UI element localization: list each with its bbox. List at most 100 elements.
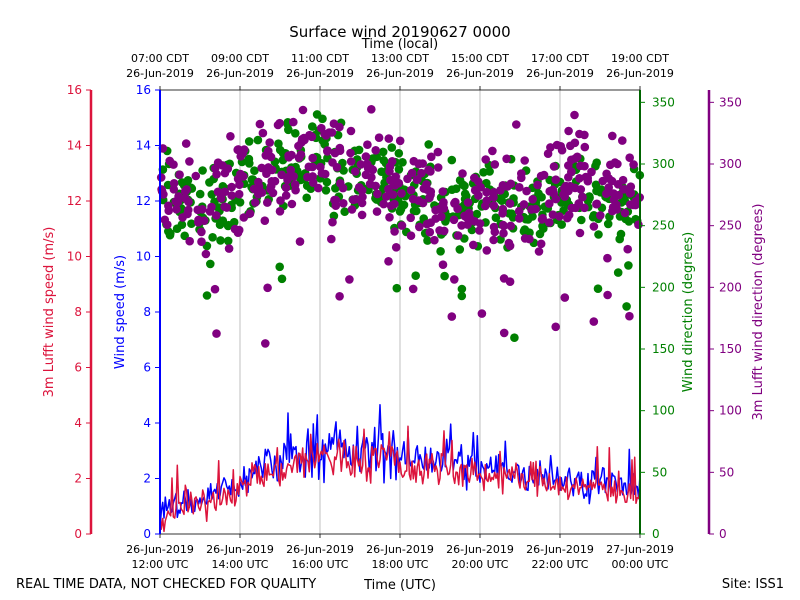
direction-axis-label: Wind direction (degrees) (681, 232, 696, 392)
lufft-direction-point (371, 146, 381, 155)
lufft-direction-point (213, 158, 223, 167)
direction-point (224, 220, 233, 230)
direction-point (615, 234, 624, 244)
lufft-direction-point (499, 221, 509, 231)
lufft-direction-point (490, 227, 500, 237)
lufft-direction-point (620, 208, 630, 218)
lufft-direction-point (426, 187, 436, 196)
lufft-direction-point (548, 210, 558, 219)
lufft-direction-point (263, 198, 272, 207)
lufft-direction-point (258, 128, 268, 138)
direction-point (208, 233, 217, 242)
lufft-direction-point (308, 172, 318, 181)
lufft-direction-point (385, 167, 394, 176)
lufft-direction-point (498, 204, 508, 214)
lufft-direction-point (596, 211, 605, 220)
lufft-direction-point (255, 119, 265, 129)
lufft-direction-point (156, 173, 166, 182)
x-tick-time: 22:00 UTC (531, 558, 588, 571)
lufft-direction-point (557, 145, 567, 155)
lufft-direction-point (438, 187, 448, 196)
lufft-direction-point (351, 167, 360, 176)
lufft-direction-point (625, 311, 634, 321)
lufft-direction-point (236, 152, 245, 161)
x-tick-date: 26-Jun-2019 (126, 543, 194, 556)
lufft-direction-point (439, 226, 449, 236)
lufft-direction-point (287, 199, 297, 209)
lufft-direction-tick-label: 200 (719, 280, 742, 294)
lufft-direction-point (239, 145, 249, 154)
direction-point (253, 135, 263, 145)
top-axis-label: Time (local) (361, 37, 438, 52)
lufft-direction-point (560, 192, 569, 201)
lufft-direction-point (384, 134, 394, 143)
lufft-direction-point (424, 165, 433, 175)
direction-point (455, 245, 465, 254)
lufft-direction-point (181, 194, 190, 203)
lufft-direction-point (265, 138, 275, 147)
lufft-direction-point (520, 234, 530, 243)
direction-point (603, 219, 613, 229)
direction-point (340, 207, 350, 216)
lufft-direction-point (406, 185, 416, 195)
lufft-direction-point (580, 142, 590, 152)
lufft-direction-point (281, 191, 291, 200)
direction-point (322, 177, 332, 187)
lufft-direction-tick-label: 350 (719, 95, 742, 109)
lufft-direction-point (580, 130, 589, 140)
x-tick-time: 12:00 UTC (131, 558, 188, 571)
lufft-direction-point (626, 182, 636, 191)
speed-tick-label: 12 (136, 194, 151, 208)
lufft-direction-point (473, 177, 483, 186)
lufft-direction-point (471, 185, 480, 195)
lufft-direction-point (307, 132, 317, 142)
direction-point (424, 140, 434, 149)
top-tick-date: 26-Jun-2019 (366, 67, 434, 80)
lufft-direction-point (499, 274, 509, 283)
lufft-direction-point (382, 192, 391, 201)
lufft-direction-point (335, 122, 344, 132)
direction-point (244, 154, 254, 164)
direction-point (308, 122, 317, 131)
direction-point (479, 168, 488, 177)
lufft-direction-point (185, 157, 194, 166)
lufft-direction-point (606, 160, 615, 170)
lufft-direction-point (499, 229, 508, 238)
lufft-direction-point (505, 241, 515, 251)
x-tick-time: 14:00 UTC (211, 558, 268, 571)
x-tick-time: 16:00 UTC (291, 558, 348, 571)
direction-point (302, 193, 312, 203)
lufft-direction-point (283, 175, 292, 185)
lufft-direction-point (207, 202, 216, 212)
direction-tick-label: 200 (652, 280, 675, 294)
top-tick-time: 11:00 CDT (291, 52, 349, 65)
lufft-direction-point (603, 253, 612, 263)
direction-point (451, 184, 461, 193)
lufft-direction-point (339, 199, 348, 208)
direction-point (622, 302, 631, 311)
lufft-direction-point (551, 322, 560, 332)
lufft-direction-point (227, 191, 236, 200)
lufft-direction-point (335, 143, 345, 153)
direction-point (593, 284, 603, 294)
lufft-direction-point (604, 174, 614, 183)
lufft-direction-point (625, 189, 635, 198)
direction-point (274, 139, 283, 148)
lufft-direction-point (390, 227, 399, 236)
lufft-direction-point (295, 237, 305, 246)
lufft-direction-point (314, 183, 323, 193)
lufft-direction-point (386, 175, 395, 185)
lufft-direction-point (345, 275, 354, 284)
x-tick-date: 26-Jun-2019 (526, 543, 594, 556)
lufft-direction-point (564, 210, 574, 220)
lufft-direction-point (575, 174, 584, 183)
lufft-direction-point (395, 136, 405, 146)
direction-point (538, 221, 547, 231)
direction-point (387, 143, 397, 152)
direction-point (195, 189, 205, 199)
lufft-direction-point (571, 154, 580, 163)
top-tick-time: 07:00 CDT (131, 52, 189, 65)
lufft-direction-point (275, 118, 285, 128)
lufft-direction-point (520, 156, 529, 165)
lufft-direction-point (379, 199, 389, 209)
